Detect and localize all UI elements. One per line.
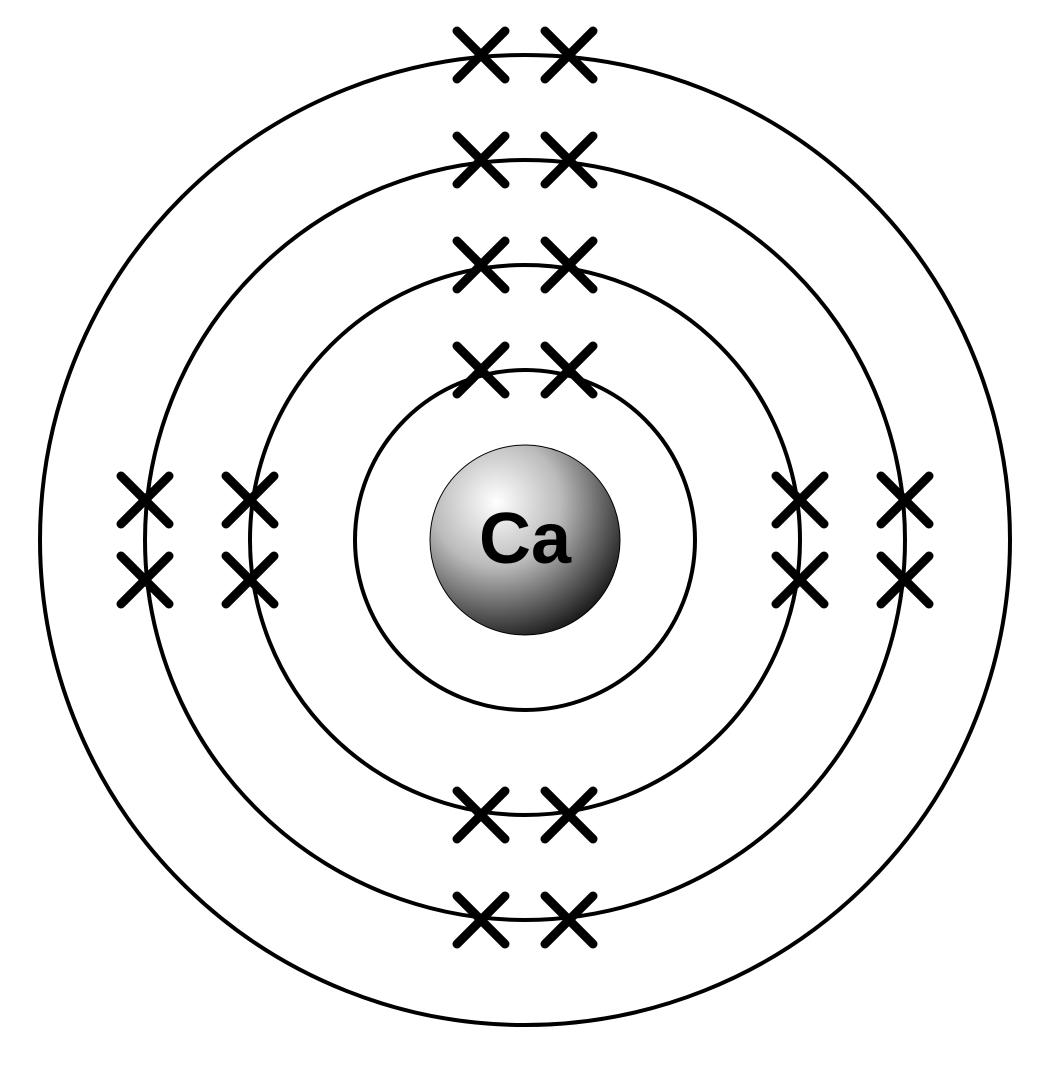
bohr-model-diagram: Ca bbox=[0, 0, 1051, 1073]
nucleus-label: Ca bbox=[479, 499, 572, 579]
